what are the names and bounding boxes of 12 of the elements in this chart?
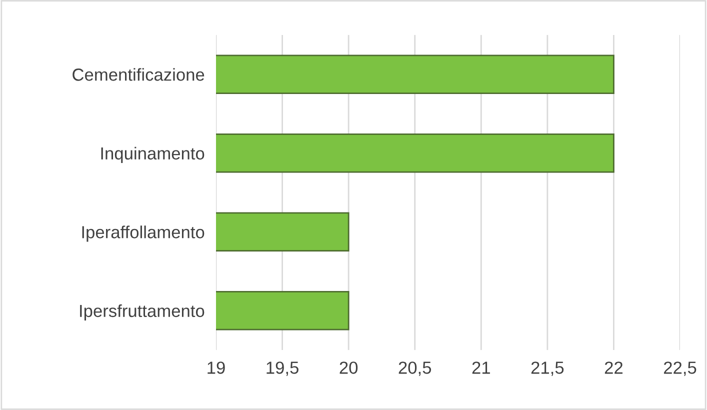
x-tick-label: 19	[208, 362, 225, 374]
x-tick-label: 19,5	[266, 362, 298, 376]
x-tick-label: 20,5	[398, 362, 432, 376]
x-tick-label: 21	[472, 362, 490, 374]
y-tick-label: Iperaffollamento	[82, 226, 204, 242]
x-tick-label: 21,5	[531, 362, 564, 376]
x-tick-label: 20	[340, 362, 358, 374]
y-tick-label: Cementificazione	[72, 68, 204, 81]
y-tick-label: Inquinamento	[101, 146, 204, 164]
x-tick-label: 22	[604, 362, 622, 374]
x-tick-label: 22,5	[664, 362, 696, 376]
y-tick-label: Ipersfruttamento	[80, 304, 204, 321]
